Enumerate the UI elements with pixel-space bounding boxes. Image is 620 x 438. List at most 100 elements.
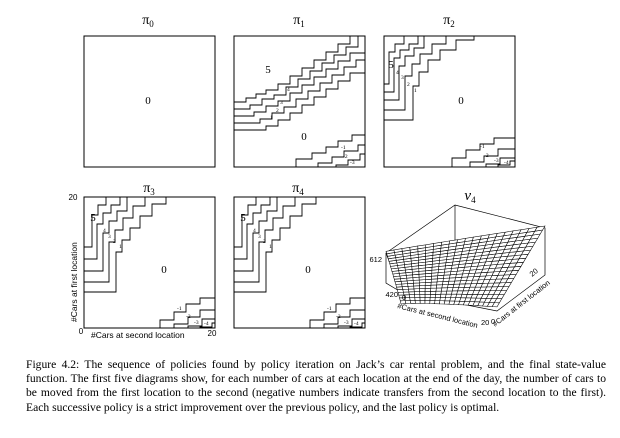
- policy-label: 0: [161, 264, 167, 276]
- panel-title: π2: [443, 13, 455, 29]
- svg-text:-1: -1: [341, 145, 346, 151]
- surface-cell: [434, 300, 441, 305]
- svg-text:1: 1: [414, 88, 417, 94]
- policy-boundaries: [384, 36, 515, 167]
- svg-text:-1: -1: [480, 144, 485, 150]
- value-function-plot: v4 612 420 0 #Cars at second location 20…: [369, 188, 551, 330]
- svg-text:3: 3: [401, 75, 404, 81]
- svg-text:-2: -2: [186, 314, 191, 320]
- value-x-tick: 20: [481, 318, 489, 327]
- panel-border: [83, 35, 216, 168]
- svg-text:2: 2: [407, 82, 410, 88]
- surface-cell: [424, 297, 431, 301]
- surface-cell: [413, 291, 421, 295]
- svg-text:-4: -4: [354, 321, 359, 327]
- svg-text:1: 1: [270, 115, 273, 121]
- surface-cell: [409, 297, 416, 301]
- surface-cell: [414, 294, 421, 298]
- surface-cell: [534, 225, 546, 232]
- surface-cell: [429, 297, 436, 301]
- surface-cell: [414, 300, 421, 304]
- x-axis-tick-right: 20: [208, 329, 217, 338]
- svg-text:1: 1: [269, 244, 272, 250]
- policy-small-labels: 4 3 2 1 -1 -2 -3 -4: [396, 70, 509, 166]
- panel-border: [233, 35, 366, 168]
- figure-caption: Figure 4.2: The sequence of policies fou…: [26, 358, 606, 415]
- svg-text:-2: -2: [336, 314, 341, 320]
- svg-text:-3: -3: [494, 158, 499, 164]
- panel-border: [383, 35, 516, 168]
- svg-text:2: 2: [276, 108, 279, 114]
- origin-tick: 0: [402, 293, 406, 302]
- surface-cell: [434, 293, 442, 298]
- svg-text:-3: -3: [344, 320, 349, 326]
- svg-text:2: 2: [113, 239, 116, 245]
- policy-boundaries: [234, 197, 365, 328]
- policy-boundaries: [84, 197, 215, 328]
- svg-text:-3: -3: [194, 320, 199, 326]
- surface-cell: [435, 290, 442, 295]
- value-y-tick-20: 20: [528, 266, 540, 278]
- policy-boundaries: [234, 36, 365, 167]
- svg-text:4: 4: [103, 228, 106, 234]
- svg-text:3: 3: [108, 234, 111, 240]
- svg-text:-4: -4: [204, 321, 209, 327]
- surface-cell: [430, 290, 437, 295]
- panel-border: [233, 196, 366, 329]
- panel-title: π4: [292, 181, 304, 197]
- surface-cell: [408, 294, 416, 298]
- policy-panel-pi2: π2 5 0 4 3 2 1 -1 -2 -3 -4: [383, 13, 516, 168]
- svg-text:1: 1: [119, 244, 122, 250]
- surface-cell: [436, 284, 443, 289]
- surface-cell: [408, 288, 415, 293]
- svg-text:2: 2: [263, 239, 266, 245]
- svg-text:4: 4: [396, 70, 399, 76]
- policy-panel-pi1: π1 5 0 4 3 2 1 -1 -2 -3: [233, 13, 366, 168]
- surface-cell: [435, 287, 443, 292]
- value-y-tick-0: 0: [491, 317, 495, 326]
- svg-text:3: 3: [258, 234, 261, 240]
- svg-text:-2: -2: [343, 154, 348, 160]
- caption-label: Figure 4.2:: [26, 358, 80, 371]
- surface-cell: [419, 288, 426, 292]
- policy-label: 0: [458, 95, 464, 107]
- surface-cell: [441, 287, 448, 292]
- policy-panel-pi0: π0 0: [83, 13, 216, 168]
- surface-cell: [424, 294, 431, 298]
- surface-cell: [429, 300, 436, 304]
- surface-cell: [414, 297, 421, 301]
- svg-text:-2: -2: [484, 153, 489, 159]
- svg-text:-3: -3: [350, 160, 355, 166]
- surface-cell: [424, 291, 431, 295]
- x-axis-label: #Cars at second location: [91, 330, 185, 340]
- panel-border: [83, 196, 216, 329]
- svg-text:-1: -1: [327, 306, 332, 312]
- surface-cell: [419, 297, 426, 301]
- z-tick-bottom: 420: [385, 290, 398, 299]
- policy-label: 5: [388, 59, 394, 71]
- svg-text:4: 4: [287, 87, 290, 93]
- svg-text:4: 4: [253, 228, 256, 234]
- surface-cell: [424, 287, 432, 292]
- policy-panel-pi4: π4 5 0 4 3 2 1 -1 -2 -3 -4: [233, 181, 366, 329]
- y-axis-tick-top: 20: [69, 193, 78, 202]
- x-axis-tick-left: 0: [79, 327, 84, 336]
- surface-cell: [429, 294, 437, 298]
- policy-small-labels: 4 3 2 1 -1 -2 -3: [270, 87, 355, 166]
- policy-label: 0: [301, 131, 307, 143]
- caption-text: The sequence of policies found by policy…: [26, 358, 606, 414]
- panel-title: π3: [143, 181, 155, 197]
- surface-cell: [434, 297, 441, 301]
- value-x-axis-label: #Cars at second location: [397, 301, 479, 330]
- z-tick-top: 612: [369, 255, 382, 264]
- y-axis-label: #Cars at first location: [69, 242, 79, 322]
- policy-panel-pi3: π3 5 0 4 3 2 1 -1 -2 -3 -4 #Cars at firs…: [69, 181, 217, 340]
- surface-cell: [441, 284, 449, 289]
- policy-small-labels: 4 3 2 1 -1 -2 -3 -4: [103, 228, 209, 327]
- policy-small-labels: 4 3 2 1 -1 -2 -3 -4: [253, 228, 359, 327]
- surface-cell: [419, 285, 426, 289]
- surface-cell: [440, 290, 448, 295]
- surface-cell: [430, 287, 437, 292]
- panel-title: π0: [142, 13, 154, 29]
- svg-text:-4: -4: [504, 160, 509, 166]
